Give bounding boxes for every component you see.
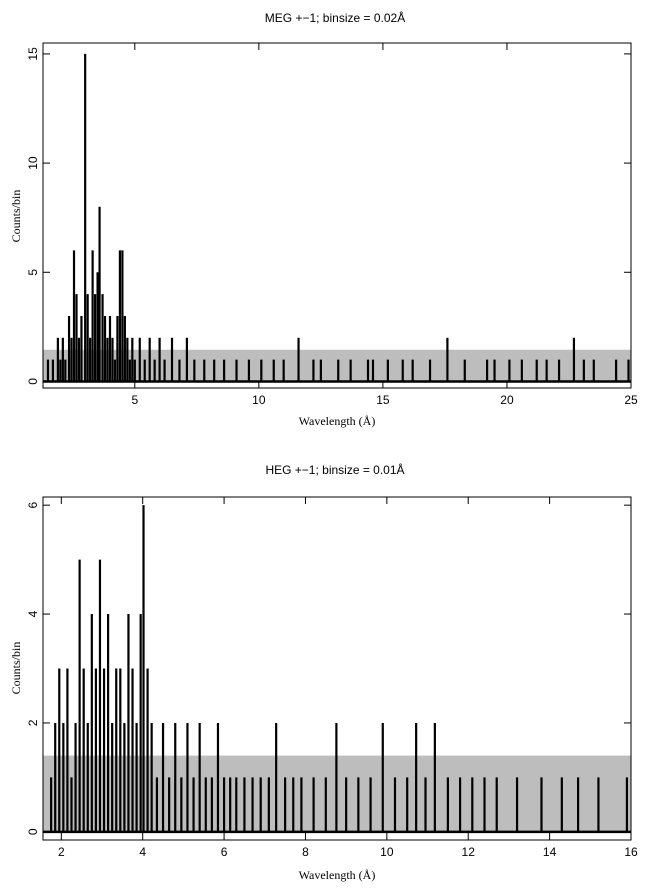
meg-x-tick-label: 20 bbox=[500, 393, 514, 407]
heg-y-ticks: 0 2 4 6 bbox=[26, 502, 631, 835]
meg-error-band bbox=[43, 349, 631, 382]
heg-x-ticks: 2 4 6 8 10 12 14 16 bbox=[58, 497, 638, 859]
meg-y-tick-label: 10 bbox=[26, 156, 40, 170]
meg-y-tick-label: 5 bbox=[26, 269, 40, 276]
meg-y-axis-label: Counts/bin bbox=[9, 190, 23, 243]
heg-x-tick-label: 4 bbox=[139, 845, 146, 859]
meg-plot-frame bbox=[42, 42, 632, 389]
meg-x-ticks: 5 10 15 20 25 bbox=[131, 43, 638, 407]
meg-y-tick-label: 15 bbox=[26, 47, 40, 61]
heg-x-tick-label: 6 bbox=[221, 845, 228, 859]
heg-x-tick-label: 8 bbox=[302, 845, 309, 859]
heg-x-tick-label: 14 bbox=[543, 845, 557, 859]
heg-x-axis-label: Wavelength (Å) bbox=[299, 868, 376, 882]
heg-x-tick-label: 16 bbox=[624, 845, 638, 859]
meg-chart-title: MEG +−1; binsize = 0.02Å bbox=[265, 10, 405, 25]
heg-chart-title: HEG +−1; binsize = 0.01Å bbox=[265, 462, 404, 477]
heg-plot-frame bbox=[42, 496, 632, 841]
heg-y-tick-label: 4 bbox=[26, 610, 40, 617]
meg-error-band-area bbox=[43, 349, 631, 382]
meg-x-tick-label: 5 bbox=[131, 393, 138, 407]
heg-panel: HEG +−1; binsize = 0.01Å 2 4 6 8 10 12 14 16 0 2… bbox=[9, 462, 638, 882]
heg-x-tick-label: 12 bbox=[462, 845, 476, 859]
heg-y-tick-label: 0 bbox=[26, 828, 40, 835]
meg-y-ticks: 0 5 10 15 bbox=[26, 47, 631, 385]
meg-x-axis-label: Wavelength (Å) bbox=[299, 414, 376, 428]
heg-x-tick-label: 10 bbox=[380, 845, 394, 859]
heg-y-tick-label: 6 bbox=[26, 502, 40, 509]
meg-spikes bbox=[43, 53, 631, 383]
heg-y-tick-label: 2 bbox=[26, 719, 40, 726]
meg-x-tick-label: 10 bbox=[252, 393, 266, 407]
meg-panel: MEG +−1; binsize = 0.02Å 5 10 15 20 25 0 5 10 1… bbox=[9, 10, 638, 428]
meg-x-tick-label: 15 bbox=[376, 393, 390, 407]
meg-y-tick-label: 0 bbox=[26, 378, 40, 385]
heg-y-axis-label: Counts/bin bbox=[9, 642, 23, 695]
heg-spikes bbox=[43, 505, 631, 834]
meg-x-tick-label: 25 bbox=[624, 393, 638, 407]
heg-x-tick-label: 2 bbox=[58, 845, 65, 859]
